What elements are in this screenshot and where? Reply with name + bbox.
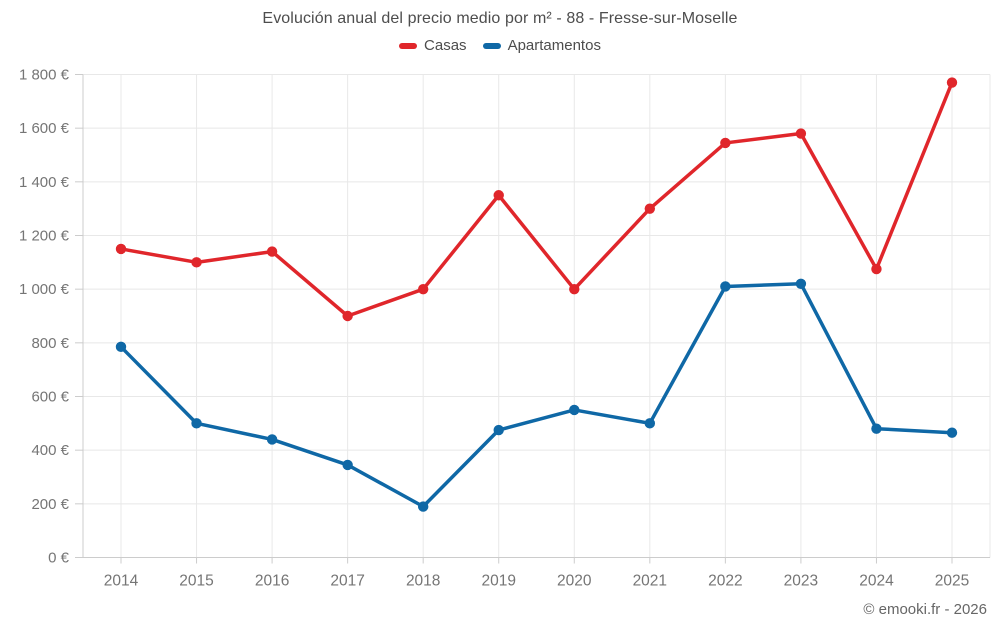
svg-text:2015: 2015 [179, 573, 213, 590]
point-apartamentos-2020[interactable] [569, 404, 580, 416]
legend-swatch-casas [399, 42, 418, 49]
gridlines [83, 74, 991, 558]
point-apartamentos-2017[interactable] [342, 459, 353, 471]
point-apartamentos-2014[interactable] [115, 341, 127, 353]
series-apartamentos [115, 278, 958, 512]
point-apartamentos-2019[interactable] [493, 424, 504, 436]
point-apartamentos-2021[interactable] [644, 418, 656, 429]
svg-text:2019: 2019 [481, 573, 515, 590]
point-casas-2020[interactable] [569, 283, 580, 295]
svg-text:1 200 €: 1 200 € [19, 228, 70, 245]
legend-item-casas[interactable]: Casas [399, 37, 467, 54]
point-apartamentos-2024[interactable] [871, 423, 882, 434]
point-apartamentos-2015[interactable] [191, 418, 202, 429]
legend-label-apartamentos: Apartamentos [507, 37, 601, 54]
legend-label-casas: Casas [424, 37, 467, 54]
point-apartamentos-2018[interactable] [417, 501, 429, 512]
point-casas-2016[interactable] [266, 246, 278, 257]
point-apartamentos-2025[interactable] [946, 427, 958, 438]
point-apartamentos-2022[interactable] [720, 281, 731, 292]
point-apartamentos-2023[interactable] [795, 278, 807, 289]
legend-item-apartamentos[interactable]: Apartamentos [482, 37, 601, 54]
axes [75, 74, 990, 564]
series-line-casas [119, 80, 954, 318]
point-casas-2015[interactable] [191, 257, 202, 268]
legend: Casas Apartamentos [0, 37, 1000, 54]
svg-text:2025: 2025 [935, 573, 969, 590]
point-casas-2019[interactable] [493, 190, 504, 201]
svg-text:2017: 2017 [330, 573, 364, 590]
legend-swatch-apartamentos [482, 42, 501, 49]
svg-text:2020: 2020 [557, 573, 592, 590]
svg-text:200 €: 200 € [31, 496, 69, 513]
svg-text:0 €: 0 € [48, 550, 70, 567]
series-line-apartamentos [119, 282, 954, 509]
chart-header: Evolución anual del precio medio por m² … [0, 10, 1000, 54]
svg-text:600 €: 600 € [31, 389, 69, 406]
svg-text:2022: 2022 [708, 573, 742, 590]
svg-text:2014: 2014 [104, 573, 139, 590]
point-casas-2023[interactable] [795, 128, 807, 139]
point-casas-2014[interactable] [115, 243, 127, 255]
point-casas-2024[interactable] [871, 263, 882, 275]
svg-text:1 600 €: 1 600 € [19, 120, 70, 137]
svg-text:800 €: 800 € [31, 335, 69, 352]
svg-text:2016: 2016 [255, 573, 289, 590]
chart-title: Evolución anual del precio medio por m² … [262, 10, 738, 27]
svg-text:1 800 €: 1 800 € [19, 67, 70, 84]
point-casas-2022[interactable] [720, 137, 731, 149]
svg-text:2023: 2023 [784, 573, 818, 590]
series-casas [115, 77, 958, 322]
svg-text:1 400 €: 1 400 € [19, 174, 70, 191]
svg-text:2024: 2024 [859, 573, 894, 590]
y-axis-labels: 0 € 200 € 400 € 600 € 800 € 1 000 € 1 200 € 1 4… [19, 67, 70, 567]
svg-text:2021: 2021 [633, 573, 667, 590]
point-casas-2021[interactable] [644, 203, 656, 214]
x-axis-labels: 2014 2015 2016 2017 2018 2019 2020 2021 2022 2023… [104, 573, 969, 590]
point-casas-2017[interactable] [342, 310, 353, 322]
svg-text:400 €: 400 € [31, 442, 69, 459]
credit-text: © emooki.fr - 2026 [863, 601, 987, 618]
point-apartamentos-2016[interactable] [266, 434, 278, 445]
svg-text:1 000 €: 1 000 € [19, 281, 70, 298]
svg-text:2018: 2018 [406, 573, 440, 590]
point-casas-2018[interactable] [417, 283, 429, 295]
point-casas-2025[interactable] [946, 77, 958, 88]
